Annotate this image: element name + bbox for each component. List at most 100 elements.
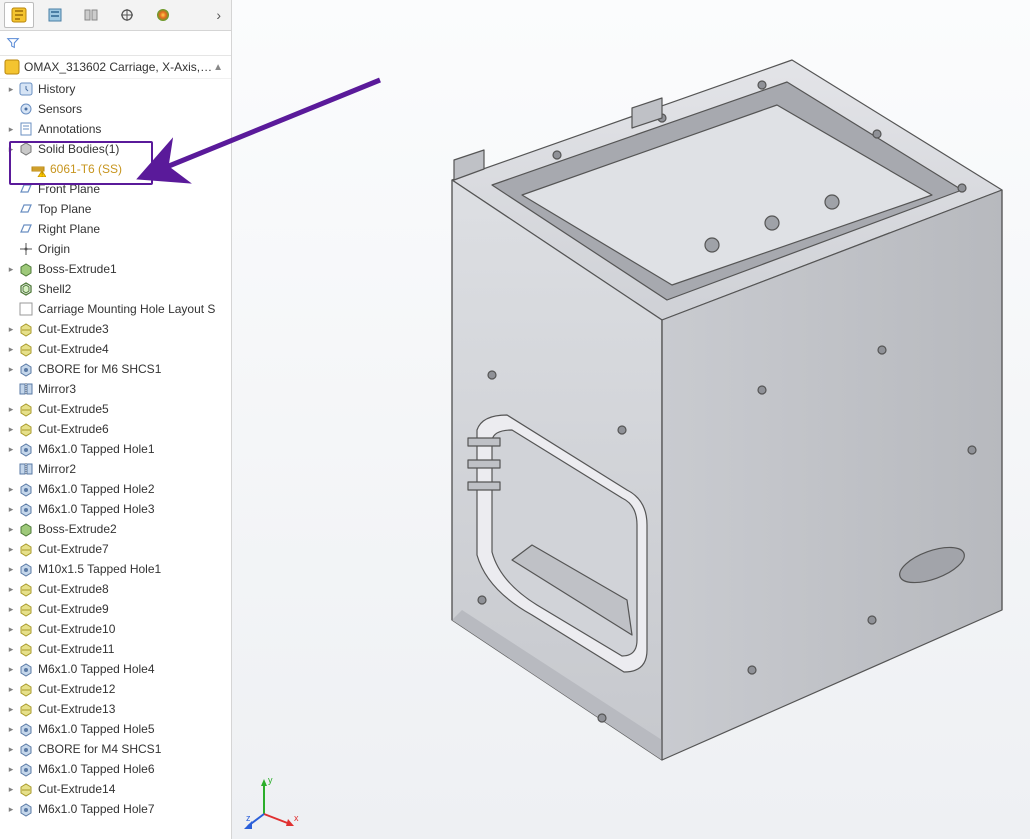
tree-item-label: Annotations [38,122,101,136]
tab-feature-tree[interactable] [4,2,34,28]
shell-icon [18,281,34,297]
expander-icon[interactable]: ▸ [6,764,16,774]
mirror-icon [18,461,34,477]
tree-item[interactable]: ▸Cut-Extrude6 [0,419,231,439]
expander-icon[interactable]: ▸ [6,344,16,354]
tab-property-manager[interactable] [40,2,70,28]
tree-item[interactable]: Shell2 [0,279,231,299]
tree-item[interactable]: ▸M6x1.0 Tapped Hole3 [0,499,231,519]
tree-item[interactable]: Carriage Mounting Hole Layout S [0,299,231,319]
tree-item[interactable]: ▸Cut-Extrude12 [0,679,231,699]
expander-icon[interactable] [6,184,16,194]
origin-icon [18,241,34,257]
expander-icon[interactable]: ▸ [6,724,16,734]
hole-icon [18,801,34,817]
expander-icon[interactable]: ▸ [6,704,16,714]
tree-item[interactable]: ▸Solid Bodies(1) [0,139,231,159]
tab-dimxpert[interactable] [112,2,142,28]
expander-icon[interactable]: ▸ [6,664,16,674]
expander-icon[interactable] [6,244,16,254]
tab-display-manager[interactable] [148,2,178,28]
expander-icon[interactable] [6,204,16,214]
tree-item[interactable]: Right Plane [0,219,231,239]
expander-icon[interactable]: ▸ [6,364,16,374]
tree-item-label: Front Plane [38,182,100,196]
graphics-viewport[interactable]: y x z [232,0,1030,839]
expander-icon[interactable]: ▸ [6,324,16,334]
expander-icon[interactable]: ▸ [6,564,16,574]
expander-icon[interactable]: ▸ [6,604,16,614]
tree-item[interactable]: ▸Cut-Extrude13 [0,699,231,719]
tree-root[interactable]: OMAX_313602 Carriage, X-Axis, Micro ▲ [0,56,231,79]
tree-item-label: M10x1.5 Tapped Hole1 [38,562,161,576]
tree-item[interactable]: !6061-T6 (SS) [0,159,231,179]
tree-item[interactable]: ▸M6x1.0 Tapped Hole5 [0,719,231,739]
cut-icon [18,541,34,557]
tree-item[interactable]: Top Plane [0,199,231,219]
tree-item[interactable]: Mirror3 [0,379,231,399]
expander-icon[interactable] [6,384,16,394]
tree-item[interactable]: ▸M6x1.0 Tapped Hole7 [0,799,231,819]
expander-icon[interactable] [6,284,16,294]
expander-icon[interactable]: ▸ [6,624,16,634]
tree-item[interactable]: Sensors [0,99,231,119]
tree-item[interactable]: ▸CBORE for M6 SHCS1 [0,359,231,379]
sensors-icon [18,101,34,117]
tree-item[interactable]: ▸ M10x1.5 Tapped Hole1 [0,559,231,579]
expander-icon[interactable]: ▸ [6,504,16,514]
tree-item-label: Boss-Extrude1 [38,262,117,276]
tree-item-label: M6x1.0 Tapped Hole4 [38,662,155,676]
expander-icon[interactable]: ▸ [6,264,16,274]
expander-icon[interactable] [6,464,16,474]
tree-item[interactable]: ▸ Boss-Extrude1 [0,259,231,279]
expander-icon[interactable]: ▸ [6,444,16,454]
tree-item[interactable]: ▸Cut-Extrude8 [0,579,231,599]
part-icon [4,59,20,75]
expander-icon[interactable]: ▸ [6,84,16,94]
expander-icon[interactable]: ▸ [6,424,16,434]
expander-icon[interactable]: ▸ [6,784,16,794]
expander-icon[interactable] [6,224,16,234]
tree-item[interactable]: ▸Cut-Extrude9 [0,599,231,619]
tree-item[interactable]: ▸M6x1.0 Tapped Hole1 [0,439,231,459]
expander-icon[interactable]: ▸ [6,544,16,554]
expander-icon[interactable]: ▸ [6,644,16,654]
tree-item[interactable]: ▸Boss-Extrude2 [0,519,231,539]
tab-config-manager[interactable] [76,2,106,28]
cut-icon [18,621,34,637]
tabstrip-overflow[interactable]: › [216,7,227,23]
expander-icon[interactable] [6,164,16,174]
tree-item[interactable]: Origin [0,239,231,259]
tree-item-label: Cut-Extrude5 [38,402,109,416]
expander-icon[interactable]: ▸ [6,744,16,754]
expander-icon[interactable] [6,304,16,314]
cut-icon [18,641,34,657]
expander-icon[interactable]: ▸ [6,684,16,694]
tree-item[interactable]: ▸Cut-Extrude7 [0,539,231,559]
expander-icon[interactable]: ▸ [6,124,16,134]
tree-item[interactable]: ▸M6x1.0 Tapped Hole6 [0,759,231,779]
tree-item[interactable]: Mirror2 [0,459,231,479]
expander-icon[interactable]: ▸ [6,484,16,494]
tree-item[interactable]: ▸Cut-Extrude14 [0,779,231,799]
tree-item[interactable]: ▸CBORE for M4 SHCS1 [0,739,231,759]
tree-item[interactable]: ▸History [0,79,231,99]
tree-item[interactable]: Front Plane [0,179,231,199]
expander-icon[interactable] [6,104,16,114]
tree-filter-row[interactable] [0,31,231,56]
tree-item[interactable]: ▸ Cut-Extrude5 [0,399,231,419]
tree-item[interactable]: ▸Cut-Extrude3 [0,319,231,339]
cut-icon [18,401,34,417]
tree-item[interactable]: ▸ M6x1.0 Tapped Hole4 [0,659,231,679]
tree-item[interactable]: ▸Cut-Extrude10 [0,619,231,639]
feature-tree-scroll[interactable]: ▸HistorySensors ▸ Annotations ▸Solid Bodies… [0,79,231,839]
expander-icon[interactable]: ▸ [6,584,16,594]
expander-icon[interactable]: ▸ [6,804,16,814]
tree-item[interactable]: ▸Cut-Extrude11 [0,639,231,659]
expander-icon[interactable]: ▸ [6,524,16,534]
tree-item[interactable]: ▸ Annotations [0,119,231,139]
expander-icon[interactable]: ▸ [6,144,16,154]
tree-item[interactable]: ▸Cut-Extrude4 [0,339,231,359]
expander-icon[interactable]: ▸ [6,404,16,414]
tree-item[interactable]: ▸M6x1.0 Tapped Hole2 [0,479,231,499]
